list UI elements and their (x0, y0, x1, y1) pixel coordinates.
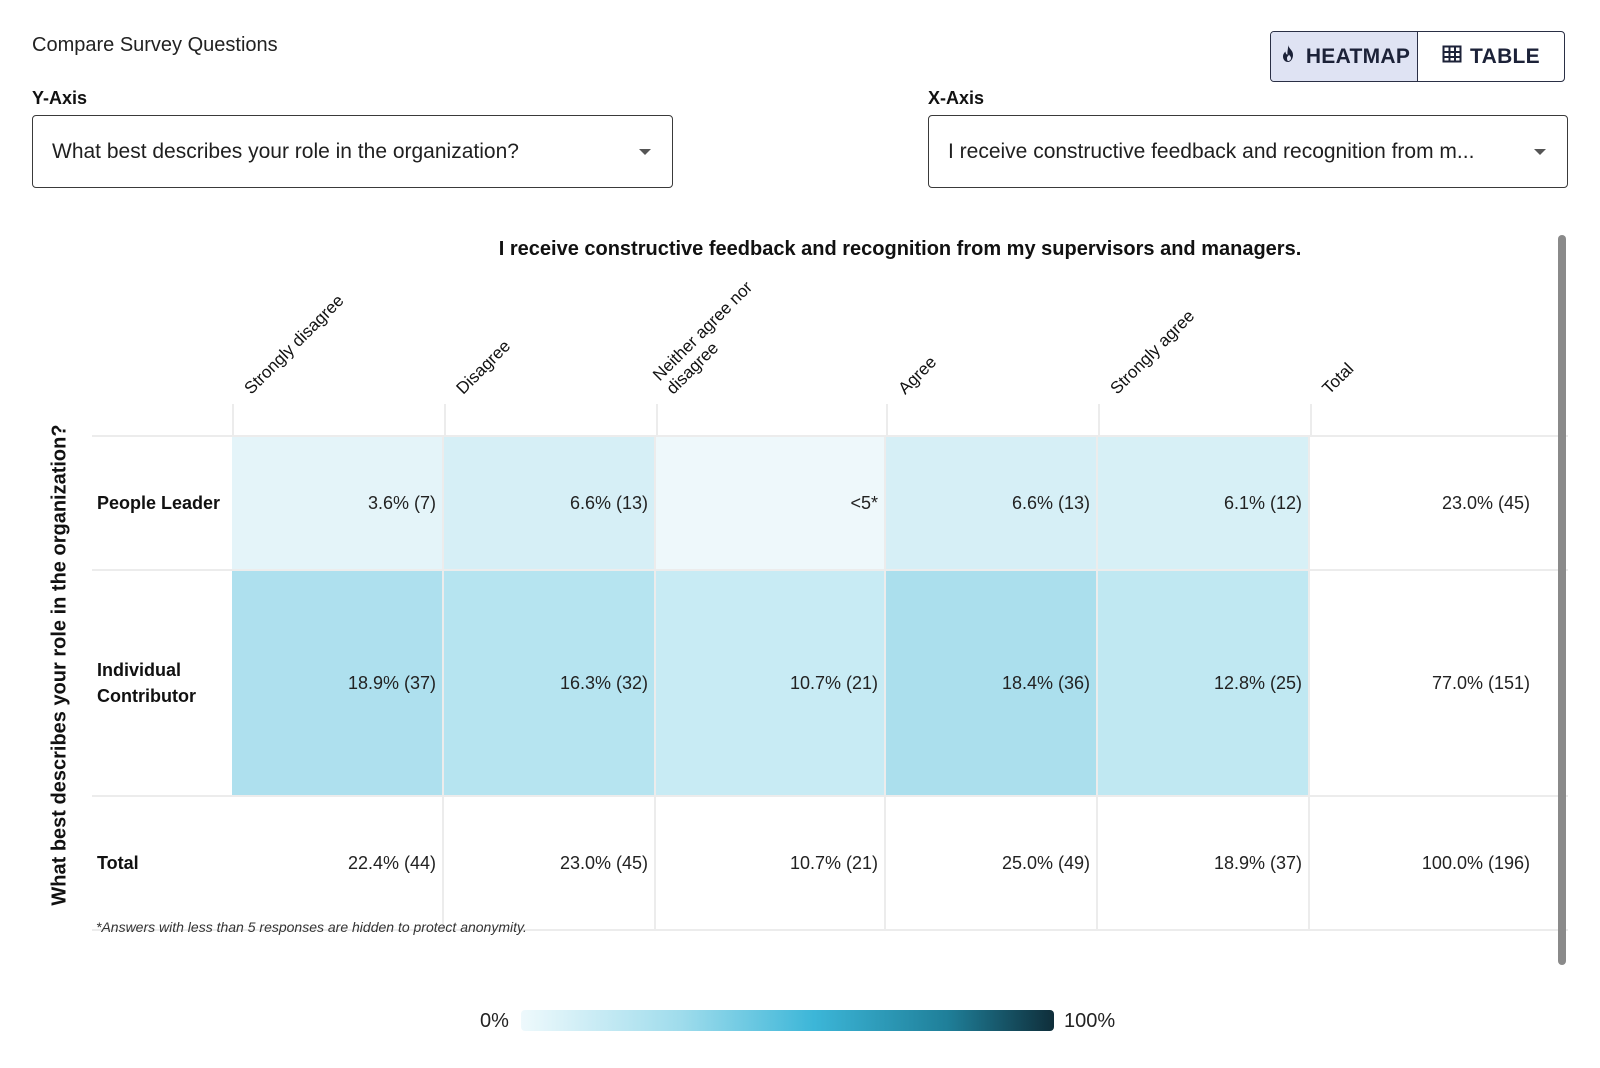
anonymity-footnote: *Answers with less than 5 responses are … (96, 919, 527, 935)
column-header-neither-agree-nor-disagree: Neither agree nor disagree (649, 277, 757, 398)
row-divider (92, 795, 1568, 797)
header-divider (444, 404, 446, 436)
heatmap-toggle-button[interactable]: HEATMAP (1271, 32, 1418, 81)
heatmap-cell[interactable]: 22.4% (44) (232, 797, 444, 929)
color-scale-legend (521, 1010, 1054, 1031)
heatmap-cell[interactable]: 100.0% (196) (1310, 797, 1568, 929)
heatmap-cell[interactable]: 12.8% (25) (1098, 571, 1310, 795)
heatmap-cell[interactable]: <5* (656, 437, 886, 569)
table-toggle-button[interactable]: TABLE (1418, 32, 1564, 81)
heatmap-toggle-label: HEATMAP (1305, 44, 1411, 68)
row-label-people-leader: People Leader (97, 493, 221, 513)
header-divider (656, 404, 658, 436)
heatmap-cell[interactable]: 18.9% (37) (232, 571, 444, 795)
header-divider (1098, 404, 1100, 436)
row-divider (92, 435, 1568, 437)
vertical-scrollbar[interactable] (1558, 235, 1566, 965)
x-axis-caret-down-icon (1534, 149, 1546, 155)
header-divider (1310, 404, 1312, 436)
y-axis-select[interactable]: What best describes your role in the org… (32, 115, 673, 188)
legend-max-label: 100% (1064, 1010, 1116, 1032)
x-axis-label: X-Axis (928, 88, 985, 108)
table-grid-icon (1442, 44, 1462, 70)
column-header-total: Total (1318, 359, 1358, 398)
heatmap-cell[interactable]: 23.0% (45) (1310, 437, 1568, 569)
table-toggle-label: TABLE (1470, 44, 1540, 68)
heatmap-cell[interactable]: 10.7% (21) (656, 571, 886, 795)
y-axis-select-value: What best describes your role in the org… (52, 139, 519, 163)
view-toggle: HEATMAP TABLE (1270, 31, 1565, 82)
heatmap-cell[interactable]: 6.1% (12) (1098, 437, 1310, 569)
heatmap-cell[interactable]: 6.6% (13) (886, 437, 1098, 569)
heatmap-y-title: What best describes your role in the org… (48, 424, 71, 906)
page-title: Compare Survey Questions (32, 34, 278, 56)
heatmap-cell[interactable]: 25.0% (49) (886, 797, 1098, 929)
header-divider (232, 404, 234, 436)
heatmap-cell[interactable]: 10.7% (21) (656, 797, 886, 929)
heatmap-cell[interactable]: 23.0% (45) (444, 797, 656, 929)
heatmap-cell[interactable]: 18.9% (37) (1098, 797, 1310, 929)
heatmap-title: I receive constructive feedback and reco… (498, 238, 1302, 260)
legend-min-label: 0% (480, 1010, 509, 1032)
y-axis-caret-down-icon (639, 149, 651, 155)
row-label-total: Total (97, 853, 139, 873)
row-divider (92, 929, 1568, 931)
y-axis-label: Y-Axis (32, 88, 88, 108)
heatmap-cell[interactable]: 6.6% (13) (444, 437, 656, 569)
row-label-individual-contributor: Individual Contributor (97, 660, 196, 706)
x-axis-select-value: I receive constructive feedback and reco… (948, 139, 1475, 163)
header-divider (886, 404, 888, 436)
row-divider (92, 569, 1568, 571)
heatmap-cell[interactable]: 77.0% (151) (1310, 571, 1568, 795)
column-header-disagree: Disagree (452, 336, 515, 398)
column-header-agree: Agree (894, 352, 941, 398)
x-axis-select[interactable]: I receive constructive feedback and reco… (928, 115, 1568, 188)
heatmap-cell[interactable]: 18.4% (36) (886, 571, 1098, 795)
column-header-strongly-agree: Strongly agree (1106, 306, 1199, 398)
heatmap-cell[interactable]: 3.6% (7) (232, 437, 444, 569)
fire-icon (1278, 44, 1298, 70)
heatmap-cell[interactable]: 16.3% (32) (444, 571, 656, 795)
column-header-strongly-disagree: Strongly disagree (240, 291, 348, 398)
